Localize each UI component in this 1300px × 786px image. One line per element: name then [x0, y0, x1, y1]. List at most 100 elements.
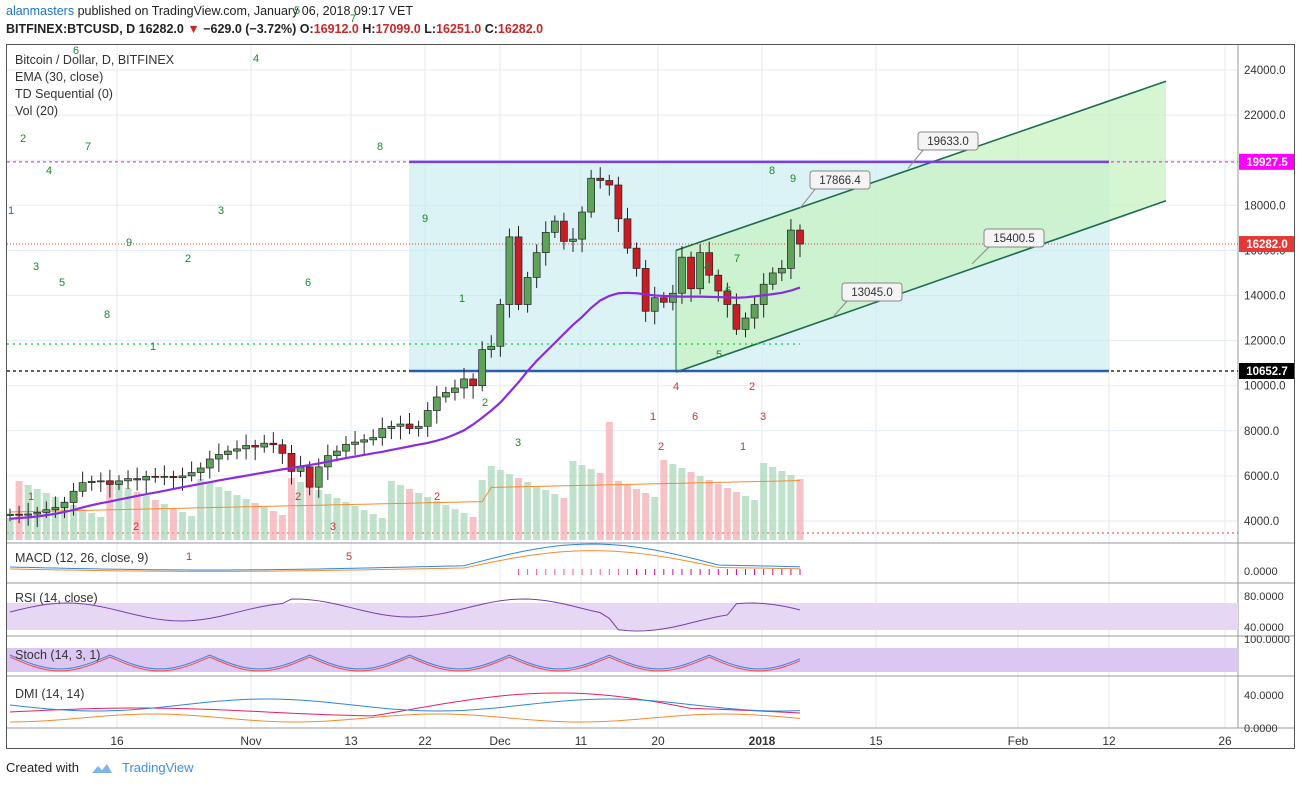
candle-body [514, 236, 523, 305]
volume-bar [97, 517, 105, 540]
volume-bar [333, 498, 341, 540]
candle-body [187, 472, 196, 477]
callout-pointer [971, 245, 991, 265]
volume-bar [124, 488, 132, 540]
candle [532, 244, 541, 289]
volume-bar [115, 484, 123, 540]
candle-body [133, 478, 141, 481]
time-tick-label: 13 [344, 734, 358, 748]
symbol: BITFINEX:BTCUSD, D [6, 22, 136, 36]
volume-bar [442, 505, 450, 540]
volume-bar [324, 494, 332, 540]
volume-bar [315, 490, 323, 540]
candle-body [333, 450, 341, 456]
callout-pointer [832, 299, 849, 318]
candle-body [550, 220, 559, 233]
time-tick-label: 16 [110, 734, 124, 748]
volume-bar [742, 496, 750, 540]
td-count-up: 1 [8, 205, 14, 217]
candle-body [369, 437, 378, 441]
volume-bar [70, 505, 78, 540]
candle-body [51, 507, 60, 511]
price-tick-label: 12000.0 [1244, 336, 1286, 348]
tradingview-link[interactable]: TradingView [122, 760, 194, 775]
candle-body [33, 512, 42, 515]
candle-body [360, 439, 368, 443]
candle-body [78, 482, 87, 492]
candle-body [578, 211, 586, 240]
td-count-up: 2 [482, 397, 488, 409]
volume-bar [387, 481, 395, 540]
candle [405, 412, 414, 435]
volume-bar [51, 497, 59, 540]
legend-stoch: Stoch (14, 3, 1) [15, 648, 101, 662]
volume-bar [551, 494, 559, 540]
dmi-plus [9, 698, 801, 712]
volume-bar [133, 492, 141, 540]
volume-bar [623, 485, 631, 540]
volume-bar [542, 490, 550, 540]
td-count-up: 8 [769, 165, 775, 177]
candle [106, 469, 114, 498]
candle [696, 244, 704, 295]
candle [242, 434, 250, 460]
volume-bar [778, 471, 786, 540]
candle [678, 246, 686, 304]
candle-body [169, 476, 178, 479]
td-count-up: 9 [422, 213, 428, 225]
volume-bar [360, 510, 368, 540]
td-count-up: 5 [294, 5, 300, 17]
volume-bar [260, 507, 268, 540]
candle-body [423, 410, 432, 427]
candle-body [432, 396, 441, 411]
volume-bar [60, 501, 68, 540]
open-label: O: [299, 22, 314, 36]
volume-bar [269, 511, 277, 540]
volume-bar [723, 488, 731, 540]
candle [369, 429, 378, 446]
candle-body [696, 252, 704, 290]
price-tag [1239, 362, 1295, 379]
td-count-up: 5 [716, 349, 722, 361]
callout-box [841, 282, 903, 302]
candle [196, 462, 205, 481]
created-with: Created with [6, 760, 79, 775]
candle [96, 472, 105, 492]
volume-bar [560, 498, 568, 540]
candle [641, 260, 650, 322]
time-tick-label: Dec [489, 734, 510, 748]
volume-bar [487, 466, 495, 540]
time-tick-label: 2018 [749, 734, 776, 748]
td-count-up: 3 [218, 205, 224, 217]
price-callout: 19633.0 [907, 131, 979, 169]
volume-bar [596, 473, 604, 540]
volume-bar [287, 478, 295, 540]
price-tag [1239, 236, 1295, 253]
volume-bar [433, 501, 441, 540]
candle [87, 475, 96, 491]
candle-body [151, 476, 160, 478]
candle [414, 420, 423, 437]
volume-bar [633, 489, 641, 540]
volume-bar [569, 461, 577, 540]
candle [478, 341, 487, 392]
price-tag-label: 19927.5 [1246, 157, 1288, 169]
candle [60, 496, 69, 519]
candle [24, 502, 33, 526]
volume-bar [215, 487, 223, 540]
volume-bar [505, 474, 513, 540]
candle-body [60, 502, 69, 508]
stoch-tick: 100.0000 [1244, 634, 1290, 646]
candle-body [460, 378, 468, 389]
candle [269, 432, 278, 453]
low-label: L: [424, 22, 437, 36]
volume-bar [415, 493, 423, 540]
candle-body [396, 423, 405, 427]
author-link[interactable]: alanmasters [6, 4, 75, 18]
time-tick-label: 26 [1218, 734, 1232, 748]
volume-bar [197, 479, 205, 540]
td-count-up: 1 [459, 293, 465, 305]
td-count-down: 2 [434, 491, 440, 503]
candle [650, 286, 659, 325]
